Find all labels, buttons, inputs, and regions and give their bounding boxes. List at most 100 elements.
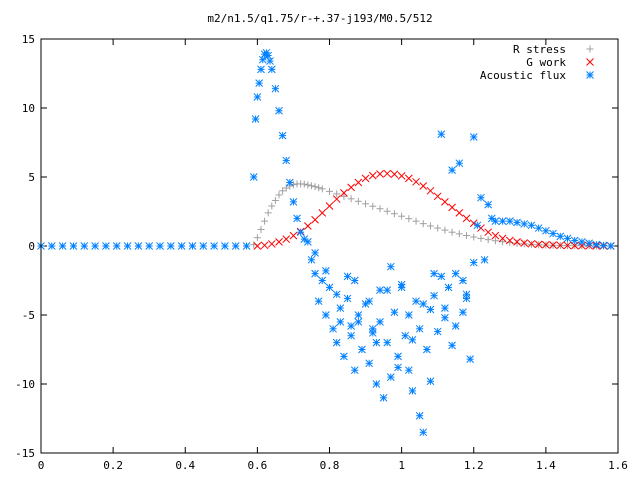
data-point [426, 222, 434, 230]
data-point [354, 311, 363, 319]
x-tick-label: 1.4 [536, 459, 556, 472]
x-tick-label: 0.2 [103, 459, 123, 472]
data-point [354, 318, 363, 326]
data-point [408, 335, 417, 344]
data-point [350, 366, 359, 375]
data-point [484, 200, 493, 209]
data-point [343, 294, 352, 303]
data-point [261, 217, 269, 225]
data-point [499, 238, 507, 246]
data-point [166, 242, 175, 250]
data-point [311, 249, 319, 257]
data-point [311, 215, 319, 224]
data-point [347, 195, 355, 203]
data-point [58, 242, 67, 250]
data-point [433, 192, 442, 201]
data-point [336, 318, 345, 326]
data-point [258, 55, 267, 64]
legend-marker [586, 58, 594, 66]
data-point [455, 209, 464, 217]
data-point [463, 232, 471, 240]
y-tick-label: -5 [22, 309, 35, 322]
data-point [542, 226, 550, 235]
data-point [484, 236, 492, 244]
data-point [296, 228, 305, 237]
data-point [347, 331, 355, 340]
data-point [498, 234, 507, 243]
data-point [426, 186, 435, 195]
data-point [156, 242, 164, 250]
data-point [278, 131, 287, 140]
data-point [394, 363, 402, 372]
data-point [498, 217, 507, 226]
data-point [376, 318, 384, 326]
data-point [332, 338, 341, 347]
data-point [404, 366, 413, 375]
y-tick-label: -10 [15, 378, 35, 391]
data-point [268, 202, 276, 210]
data-point [267, 240, 276, 248]
data-point [361, 174, 370, 183]
data-point [242, 242, 251, 250]
data-point [405, 215, 413, 223]
data-point [199, 242, 208, 250]
data-point [459, 308, 467, 317]
data-point [585, 239, 594, 248]
data-point [264, 51, 273, 60]
data-point [289, 181, 297, 189]
data-point [462, 214, 471, 223]
data-point [354, 178, 363, 187]
data-point [376, 205, 384, 213]
data-point [253, 93, 262, 101]
data-point [390, 210, 398, 218]
data-point [505, 217, 514, 226]
data-point [441, 313, 449, 322]
data-point [325, 202, 334, 210]
data-point [473, 221, 482, 230]
data-point [412, 297, 420, 306]
data-point [484, 228, 493, 237]
data-point [451, 322, 460, 330]
data-point [365, 297, 374, 306]
data-point [332, 195, 341, 203]
data-point [599, 241, 608, 250]
data-point [419, 428, 428, 437]
y-tick-label: 0 [28, 240, 35, 253]
legend-marker [586, 71, 594, 79]
data-point [311, 269, 319, 278]
data-point [437, 130, 446, 139]
data-point [401, 331, 410, 340]
x-tick-label: 1 [398, 459, 405, 472]
data-point [404, 174, 413, 183]
data-point [390, 308, 399, 317]
data-point [372, 338, 381, 347]
y-tick-label: 15 [22, 33, 35, 46]
data-point [289, 197, 298, 206]
data-point [255, 79, 264, 88]
data-point [347, 183, 355, 192]
data-point [408, 387, 417, 395]
legend-label: R stress [513, 43, 566, 56]
data-point [542, 240, 550, 249]
data-point [448, 166, 456, 174]
data-point [520, 220, 529, 228]
data-point [419, 300, 428, 308]
data-point [469, 133, 478, 141]
data-point [448, 228, 456, 236]
data-point [491, 217, 500, 226]
data-point [350, 276, 359, 285]
data-point [513, 239, 521, 247]
data-point [354, 197, 362, 205]
data-point [578, 241, 586, 250]
data-point [279, 187, 287, 195]
data-point [477, 234, 485, 242]
data-point [441, 226, 449, 234]
data-point [563, 234, 572, 243]
data-point [570, 236, 579, 245]
data-point [304, 222, 312, 230]
data-point [340, 192, 348, 200]
data-point [549, 241, 557, 249]
data-point [275, 238, 283, 246]
data-point [423, 345, 431, 354]
data-point [534, 240, 543, 249]
